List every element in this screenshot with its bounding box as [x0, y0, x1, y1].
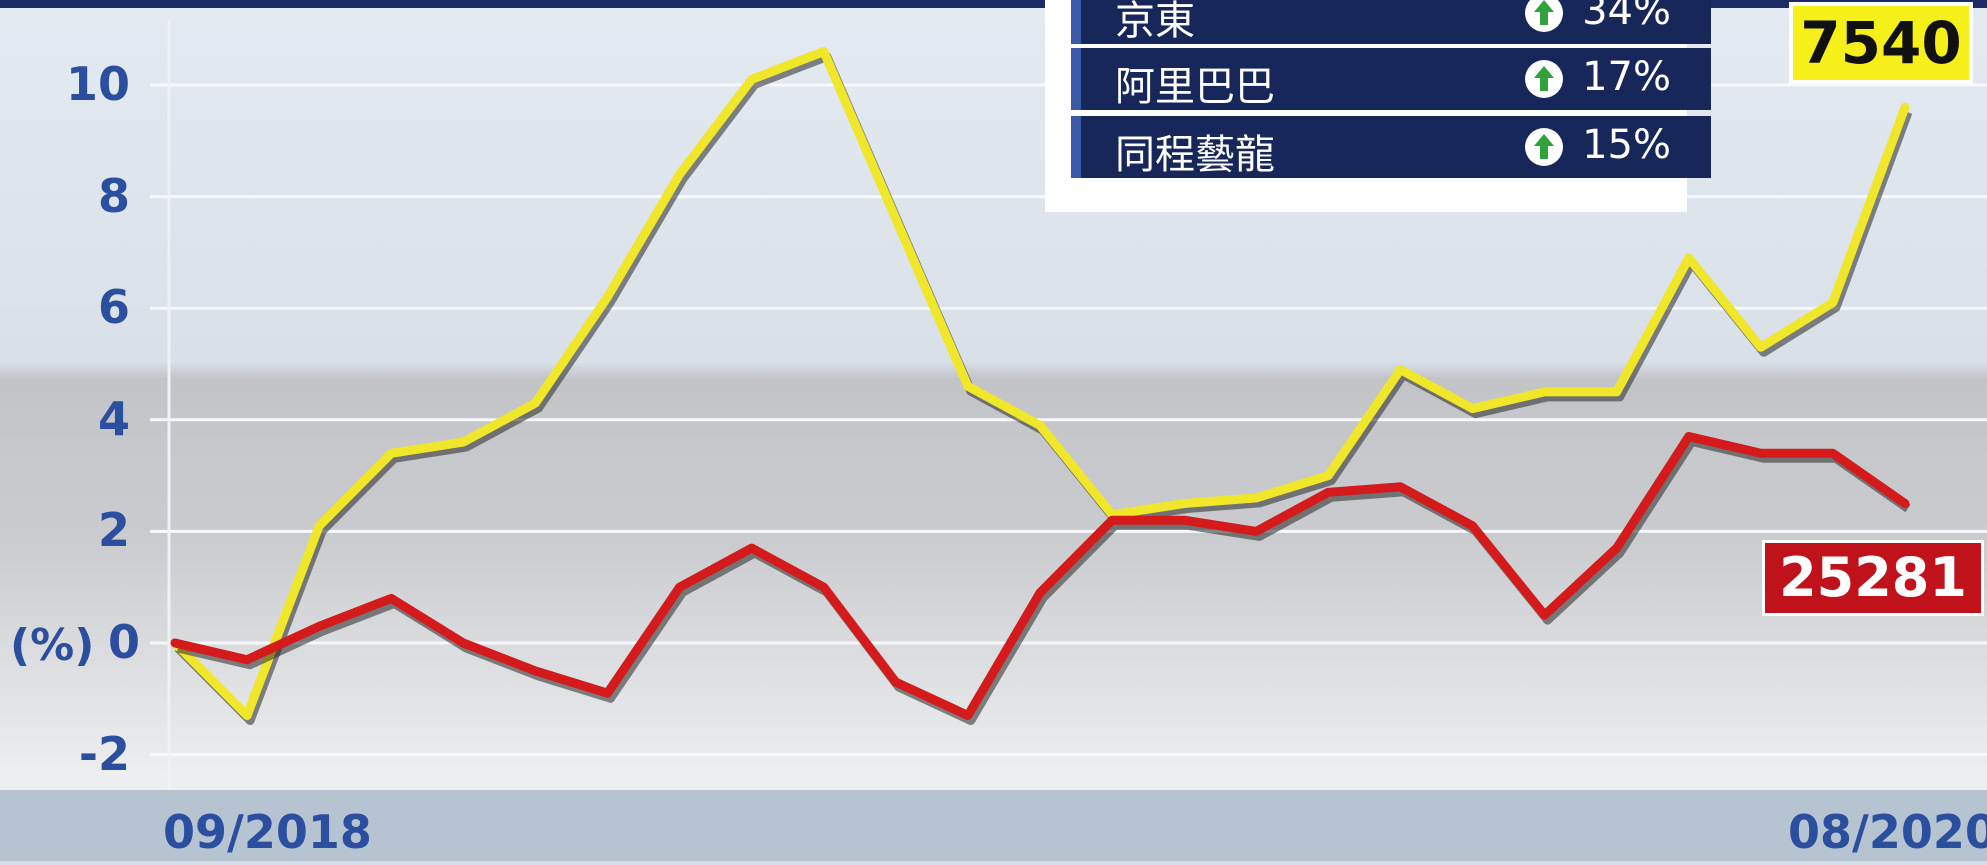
mover-change: 17%: [1582, 54, 1671, 100]
y-tick-label: 6: [97, 280, 130, 335]
up-arrow-icon: [1525, 128, 1563, 166]
series-line-red: [170, 432, 1910, 720]
y-tick-label: 2: [97, 503, 130, 558]
series-end-label-red: 25281: [1762, 540, 1984, 616]
y-tick-label: -2: [78, 726, 130, 781]
mover-change: 34%: [1582, 0, 1671, 34]
mover-name: 同程藝龍: [1115, 132, 1275, 178]
mover-row: 阿里巴巴 17%: [1071, 48, 1711, 110]
x-tick-end: 08/2020: [1788, 805, 1987, 859]
y-tick-label: 4: [97, 391, 130, 446]
y-unit-label: (%): [10, 620, 95, 671]
series-end-label-yellow: 7540: [1789, 2, 1973, 84]
mover-change: 15%: [1582, 122, 1671, 168]
mover-name: 阿里巴巴: [1115, 64, 1275, 110]
mover-name: 京東: [1115, 0, 1195, 44]
x-tick-start: 09/2018: [163, 805, 372, 859]
y-tick-label: 8: [97, 168, 130, 223]
y-tick-label: 10: [65, 57, 130, 111]
up-arrow-icon: [1525, 60, 1563, 98]
up-arrow-icon: [1525, 0, 1563, 32]
mover-row: 京東 34%: [1071, 0, 1711, 44]
series-line-yellow: [170, 47, 1910, 720]
top-movers-panel: 京東 34% 阿里巴巴 17% 同程藝龍 15%: [1045, 0, 1711, 212]
y-tick-label: 0: [107, 615, 140, 669]
mover-row: 同程藝龍 15%: [1071, 116, 1711, 178]
